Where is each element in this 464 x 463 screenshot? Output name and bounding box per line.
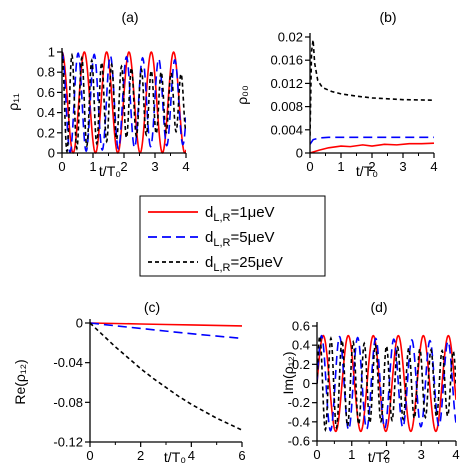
- y-axis-label: ρ₀₀: [234, 85, 250, 105]
- x-tick-label: 3: [418, 447, 425, 462]
- x-tick-label: 1: [348, 447, 355, 462]
- x-axis-label: t/T₀: [164, 449, 186, 463]
- series-line-2: [317, 334, 456, 432]
- y-tick-label: 0: [303, 376, 310, 391]
- y-tick-label: 0.6: [292, 319, 310, 334]
- y-tick-label: -0.08: [53, 395, 83, 410]
- y-tick-label: -0.4: [288, 414, 310, 429]
- y-axis-label: Re(ρ₁₂): [12, 359, 28, 404]
- legend-label: dL,R=1μeV: [205, 204, 275, 224]
- y-tick-label: 0.012: [270, 76, 303, 91]
- panel-c: (c) 0 2 4 6 0 -0.04 -0.08 -0.12 t/T₀ Re(ρ₁₂): [12, 299, 246, 463]
- y-tick-label: 0.4: [292, 338, 310, 353]
- y-tick-label: 1: [48, 45, 55, 60]
- x-axis-label: t/T₀: [356, 163, 378, 179]
- x-tick-label: 3: [151, 159, 158, 174]
- x-axis-label: t/T₀: [368, 449, 390, 463]
- y-tick-label: 0.016: [270, 53, 303, 68]
- x-tick-label: 1: [89, 159, 96, 174]
- y-tick-label: 0.02: [278, 30, 303, 45]
- x-tick-label: 6: [238, 448, 245, 463]
- x-tick-label: 4: [452, 447, 459, 462]
- y-tick-label: 0: [76, 316, 83, 331]
- x-tick-label: 4: [430, 159, 437, 174]
- y-tick-label: 0: [296, 146, 303, 161]
- y-tick-label: 0.004: [270, 122, 303, 137]
- y-tick-label: 0: [48, 146, 55, 161]
- x-tick-label: 2: [383, 447, 390, 462]
- y-tick-label: -0.12: [53, 435, 83, 450]
- series-line-3: [62, 51, 186, 154]
- x-tick-label: 0: [58, 159, 65, 174]
- y-axis-label: Im(ρ₁₂): [280, 352, 296, 395]
- series-line-2: [62, 51, 186, 154]
- x-tick-label: 1: [337, 159, 344, 174]
- y-tick-label: -0.04: [53, 355, 83, 370]
- legend: dL,R=1μeV dL,R=5μeV dL,R=25μeV: [139, 195, 326, 277]
- x-tick-label: 2: [137, 448, 144, 463]
- panel-d: (d) 0 1 2 3 4 0.6 0.4 0.2 0 -0.2 -0.4 -0.6 t/T₀ Im(ρ₁₂…: [280, 299, 460, 463]
- y-tick-label: 0.2: [37, 125, 55, 140]
- panel-label: (c): [144, 299, 160, 315]
- x-tick-label: 0: [313, 447, 320, 462]
- panel-label: (a): [121, 9, 138, 25]
- x-tick-label: 4: [182, 159, 189, 174]
- series-line-2: [90, 322, 242, 340]
- panel-label: (d): [370, 299, 387, 315]
- y-tick-label: 0.4: [37, 105, 55, 120]
- legend-label: dL,R=25μeV: [205, 254, 283, 274]
- y-tick-label: 0.008: [270, 99, 303, 114]
- series-line-2: [310, 136, 434, 145]
- series-line-3: [90, 322, 242, 431]
- x-tick-label: 3: [399, 159, 406, 174]
- x-tick-label: 0: [86, 448, 93, 463]
- panel-b: (b) 0 1 2 3 4 0 0.004 0.008 0.012 0.016 0.02 t/T₀ ρ₀₀: [234, 9, 438, 179]
- y-axis-label: ρ₁₁: [5, 93, 21, 111]
- x-tick-label: 2: [120, 159, 127, 174]
- series-line-1: [317, 334, 456, 433]
- x-tick-label: 2: [368, 159, 375, 174]
- y-tick-label: -0.2: [288, 395, 310, 410]
- x-tick-label: 0: [306, 159, 313, 174]
- y-tick-label: -0.6: [288, 434, 310, 449]
- panel-label: (b): [379, 9, 396, 25]
- x-tick-label: 4: [188, 448, 195, 463]
- y-tick-label: 0.6: [37, 85, 55, 100]
- series-line-1: [90, 322, 242, 327]
- series-line-1: [310, 142, 434, 154]
- y-tick-label: 0.2: [292, 357, 310, 372]
- series-line-3: [310, 39, 434, 136]
- y-tick-label: 0.8: [37, 65, 55, 80]
- legend-label: dL,R=5μeV: [205, 229, 275, 249]
- x-axis-label: t/T₀: [99, 163, 121, 179]
